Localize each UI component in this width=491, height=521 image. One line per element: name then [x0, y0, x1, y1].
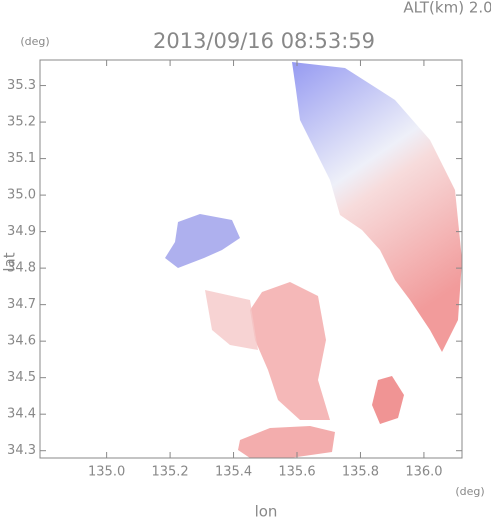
chart-title: 2013/09/16 08:53:59	[153, 29, 375, 53]
x-tick-label: 135.0	[88, 465, 125, 480]
y-tick-label: 34.8	[7, 261, 36, 276]
y-tick-label: 34.7	[7, 297, 36, 312]
echo-south	[238, 426, 335, 458]
y-unit: (deg)	[20, 35, 49, 48]
y-tick-label: 34.4	[7, 407, 36, 422]
echo-center	[250, 282, 330, 420]
x-axis-label: lon	[255, 503, 278, 521]
echo-south-east	[372, 376, 404, 424]
y-tick-label: 34.5	[7, 370, 36, 385]
y-tick-label: 35.2	[7, 115, 36, 130]
x-tick-label: 136.0	[405, 465, 442, 480]
x-tick-label: 135.8	[342, 465, 379, 480]
y-tick-label: 34.6	[7, 334, 36, 349]
y-tick-label: 35.3	[7, 78, 36, 93]
echo-west	[165, 214, 240, 268]
plot-frame	[39, 59, 463, 459]
radar-echoes	[165, 62, 462, 458]
x-tick-label: 135.6	[278, 465, 315, 480]
subtitle: ALT(km) 2.0	[403, 0, 491, 17]
x-tick-label: 135.2	[151, 465, 188, 480]
y-axis-label: lat	[1, 252, 19, 271]
y-tick-label: 34.9	[7, 224, 36, 239]
y-tick-label: 35.0	[7, 188, 36, 203]
x-unit: (deg)	[455, 485, 484, 498]
y-tick-label: 34.3	[7, 443, 36, 458]
y-tick-label: 35.1	[7, 151, 36, 166]
x-tick-label: 135.4	[215, 465, 252, 480]
echo-north-east	[292, 62, 462, 352]
echo-scatter	[205, 290, 258, 350]
